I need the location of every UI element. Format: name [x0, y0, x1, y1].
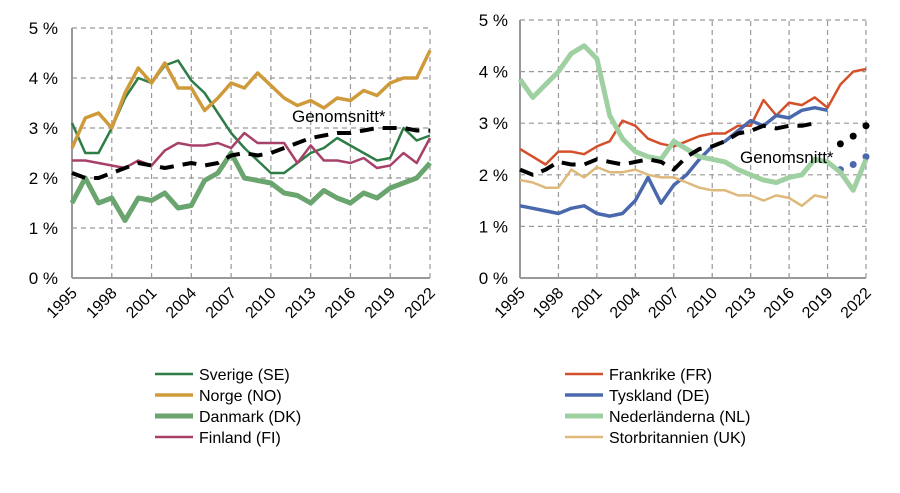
x-tick-label: 1995 [44, 285, 81, 322]
chart-panel-1: 0 %1 %2 %3 %4 %5 %1995 1998 2001 2004 2007 20… [29, 19, 439, 447]
x-tick-label: 2019 [799, 285, 836, 322]
average-annotation: Genomsnitt* [740, 148, 834, 167]
legend-label: Finland (FI) [199, 430, 281, 447]
series-line-tyskland-de--point [849, 160, 857, 168]
x-tick-label: 2007 [203, 285, 240, 322]
series-line-norge-no- [70, 49, 432, 149]
average-line-point [836, 140, 844, 148]
average-line-point [849, 132, 857, 140]
x-tick-label: 2016 [322, 285, 359, 322]
series-line-tyskland-de--point [862, 153, 870, 161]
average-annotation: Genomsnitt* [292, 107, 386, 126]
legend-label: Sverige (SE) [199, 367, 290, 384]
y-tick-label: 2 % [29, 169, 58, 188]
legend-label: Tyskland (DE) [609, 388, 709, 405]
legend-label: Danmark (DK) [199, 409, 301, 426]
y-tick-label: 2 % [479, 166, 508, 185]
series-line-danmark-dk- [69, 150, 432, 223]
series-line-storbritannien-uk- [519, 165, 828, 208]
x-tick-label: 2019 [362, 285, 399, 322]
x-tick-label: 1998 [83, 285, 120, 322]
y-tick-label: 3 % [479, 114, 508, 133]
x-tick-label: 2004 [607, 285, 644, 322]
x-tick-label: 2010 [243, 285, 280, 322]
x-tick-label: 2001 [569, 285, 606, 322]
x-tick-label: 2022 [402, 285, 439, 322]
x-tick-label: 2022 [838, 285, 875, 322]
x-tick-label: 2013 [722, 285, 759, 322]
x-tick-label: 2010 [684, 285, 721, 322]
y-tick-label: 4 % [479, 63, 508, 82]
y-tick-label: 5 % [479, 11, 508, 30]
average-line [71, 126, 430, 180]
legend-label: Frankrike (FR) [609, 367, 712, 384]
x-tick-label: 1995 [492, 285, 529, 322]
y-tick-label: 1 % [479, 217, 508, 236]
chart-panel-2: 0 %1 %2 %3 %4 %5 %1995 1998 2001 2004 2007 20… [479, 11, 875, 447]
series-line-finland-fi- [72, 131, 432, 170]
x-tick-label: 2004 [163, 285, 200, 322]
y-tick-label: 4 % [29, 69, 58, 88]
series-line-tyskland-de- [519, 105, 828, 218]
y-tick-label: 1 % [29, 219, 58, 238]
y-tick-label: 5 % [29, 19, 58, 38]
average-line [519, 121, 816, 177]
legend-label: Norge (NO) [199, 388, 282, 405]
x-tick-label: 1998 [530, 285, 567, 322]
y-tick-label: 0 % [29, 269, 58, 288]
x-tick-label: 2013 [282, 285, 319, 322]
y-tick-label: 3 % [29, 119, 58, 138]
x-tick-label: 2016 [761, 285, 798, 322]
legend-label: Storbritannien (UK) [609, 430, 746, 447]
average-line-point [862, 122, 870, 130]
x-tick-label: 2007 [645, 285, 682, 322]
series-line-frankrike-fr- [519, 67, 867, 166]
y-tick-label: 0 % [479, 269, 508, 288]
x-tick-label: 2001 [123, 285, 160, 322]
legend-label: Nederländerna (NL) [609, 409, 750, 426]
